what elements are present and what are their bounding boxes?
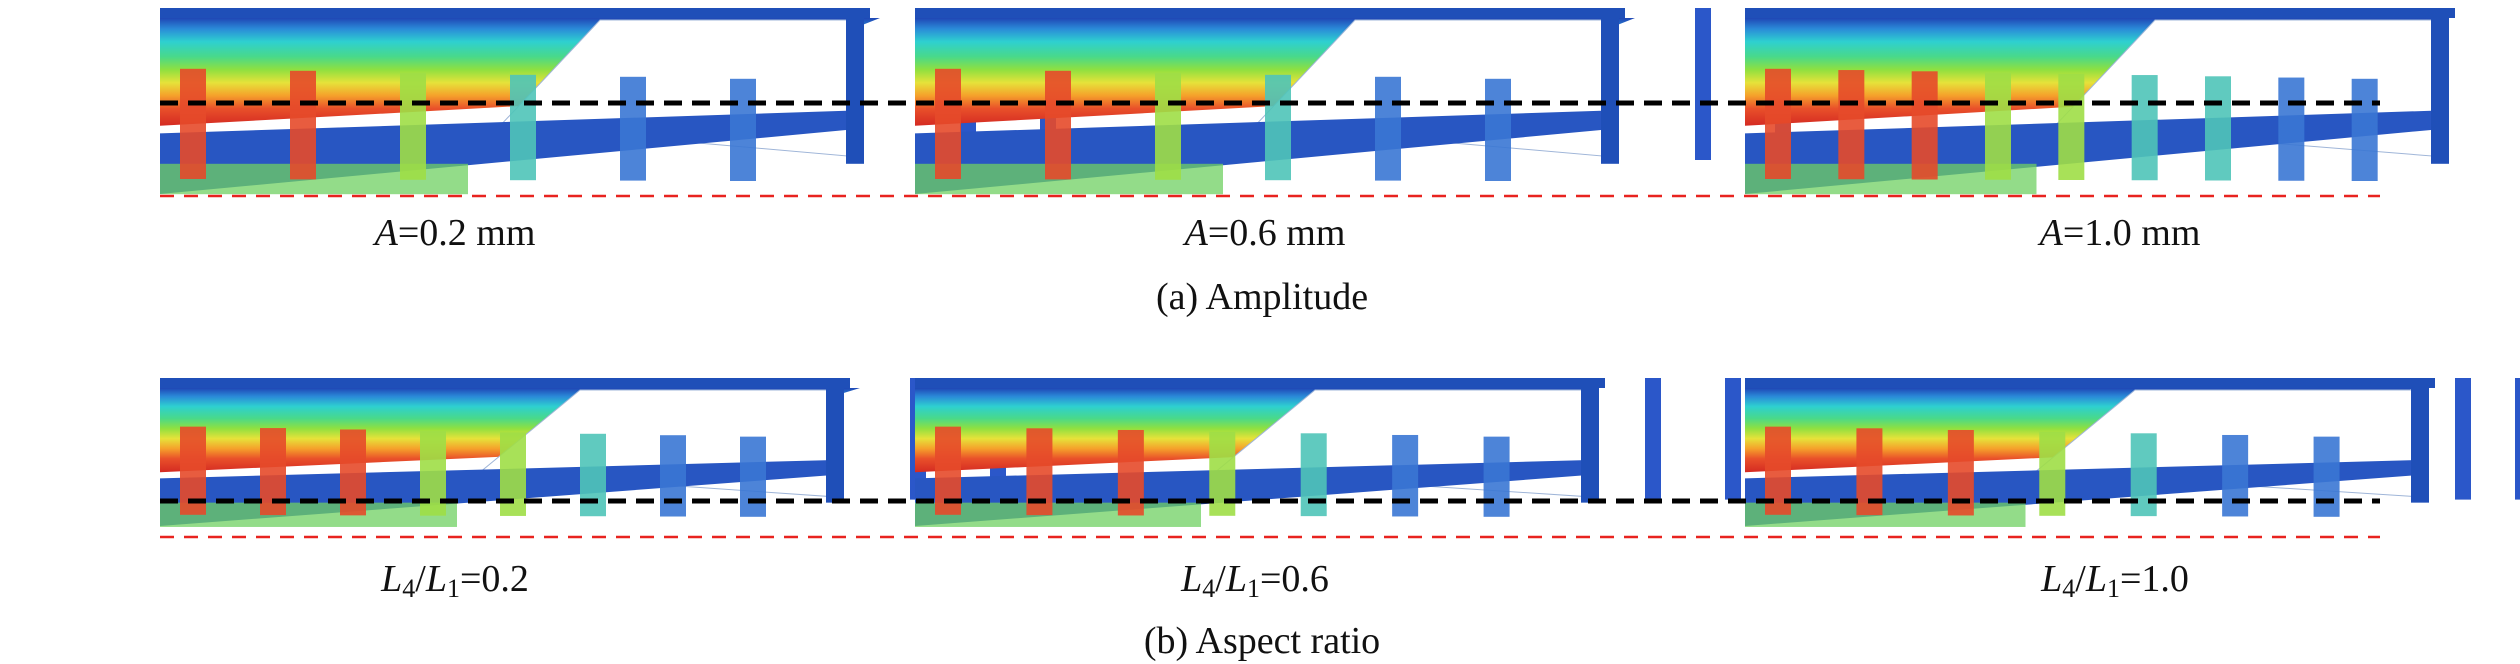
- post: [2205, 76, 2231, 181]
- top-frame: [915, 378, 1605, 388]
- post: [2222, 434, 2249, 517]
- post: [2351, 78, 2378, 181]
- post: [2058, 73, 2085, 180]
- top-frame: [1745, 8, 2455, 18]
- panel-label: A=1.0 mm: [2039, 212, 2201, 254]
- post: [1155, 72, 1181, 180]
- right-frame: [826, 378, 844, 503]
- post: [180, 68, 206, 179]
- panel-label: L4/L1=1.0: [2041, 558, 2189, 603]
- right-frame: [1601, 8, 1619, 164]
- green-base: [160, 502, 457, 527]
- panel-b-2: [915, 378, 1741, 527]
- post: [510, 74, 536, 181]
- end-bar: [1725, 378, 1741, 500]
- panel-a-3: [1745, 8, 2455, 195]
- post: [580, 433, 606, 517]
- post: [1838, 70, 1865, 180]
- end-bar: [1695, 8, 1711, 160]
- right-frame: [1581, 378, 1599, 503]
- top-frame: [160, 378, 850, 388]
- post: [1485, 78, 1511, 181]
- post: [1375, 76, 1401, 181]
- top-frame: [1745, 378, 2435, 388]
- post: [740, 436, 766, 517]
- post: [2278, 77, 2305, 181]
- post: [1300, 433, 1327, 517]
- post: [290, 70, 316, 180]
- green-base: [1745, 502, 2026, 527]
- post: [2313, 436, 2340, 517]
- right-frame: [2431, 8, 2449, 164]
- post: [660, 435, 686, 517]
- post: [1045, 70, 1071, 180]
- panel-a-2: [915, 8, 1791, 195]
- post: [1911, 71, 1938, 180]
- post: [1392, 434, 1419, 517]
- panel-label: A=0.2 mm: [374, 212, 536, 254]
- panel-label: L4/L1=0.6: [1181, 558, 1329, 603]
- end-bar: [2515, 378, 2520, 500]
- post: [1985, 72, 2011, 180]
- post: [400, 72, 426, 180]
- end-bar: [2455, 378, 2471, 500]
- panel-a-1: [160, 8, 1056, 195]
- post: [1765, 68, 1791, 179]
- post: [1483, 436, 1510, 517]
- panel-label: L4/L1=0.2: [381, 558, 529, 603]
- row-caption: (b) Aspect ratio: [1143, 620, 1381, 662]
- right-frame: [2411, 378, 2429, 503]
- post: [2131, 75, 2158, 181]
- end-bar: [1645, 378, 1661, 500]
- panel-b-3: [1745, 378, 2520, 527]
- post: [1265, 74, 1291, 181]
- green-base: [915, 502, 1201, 527]
- panel-b-1: [160, 378, 1006, 527]
- post: [730, 78, 756, 181]
- post: [2130, 433, 2157, 517]
- panel-label: A=0.6 mm: [1184, 212, 1346, 254]
- top-frame: [160, 8, 870, 18]
- top-frame: [915, 8, 1625, 18]
- right-frame: [846, 8, 864, 164]
- post: [935, 68, 961, 179]
- post: [620, 76, 646, 181]
- row-caption: (a) Amplitude: [1155, 276, 1369, 318]
